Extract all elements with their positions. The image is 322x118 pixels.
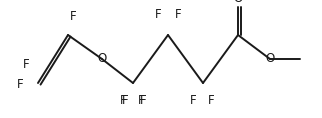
Text: F: F xyxy=(155,8,161,21)
Text: F: F xyxy=(208,95,214,107)
Text: F: F xyxy=(175,8,181,21)
Text: F: F xyxy=(70,11,76,23)
Text: F: F xyxy=(17,78,23,91)
Text: F: F xyxy=(122,95,128,107)
Text: O: O xyxy=(97,53,107,65)
Text: F: F xyxy=(138,95,144,107)
Text: F: F xyxy=(23,59,29,72)
Text: O: O xyxy=(233,0,242,4)
Text: O: O xyxy=(265,53,275,65)
Text: F: F xyxy=(190,95,196,107)
Text: F: F xyxy=(140,95,146,107)
Text: F: F xyxy=(120,95,126,107)
